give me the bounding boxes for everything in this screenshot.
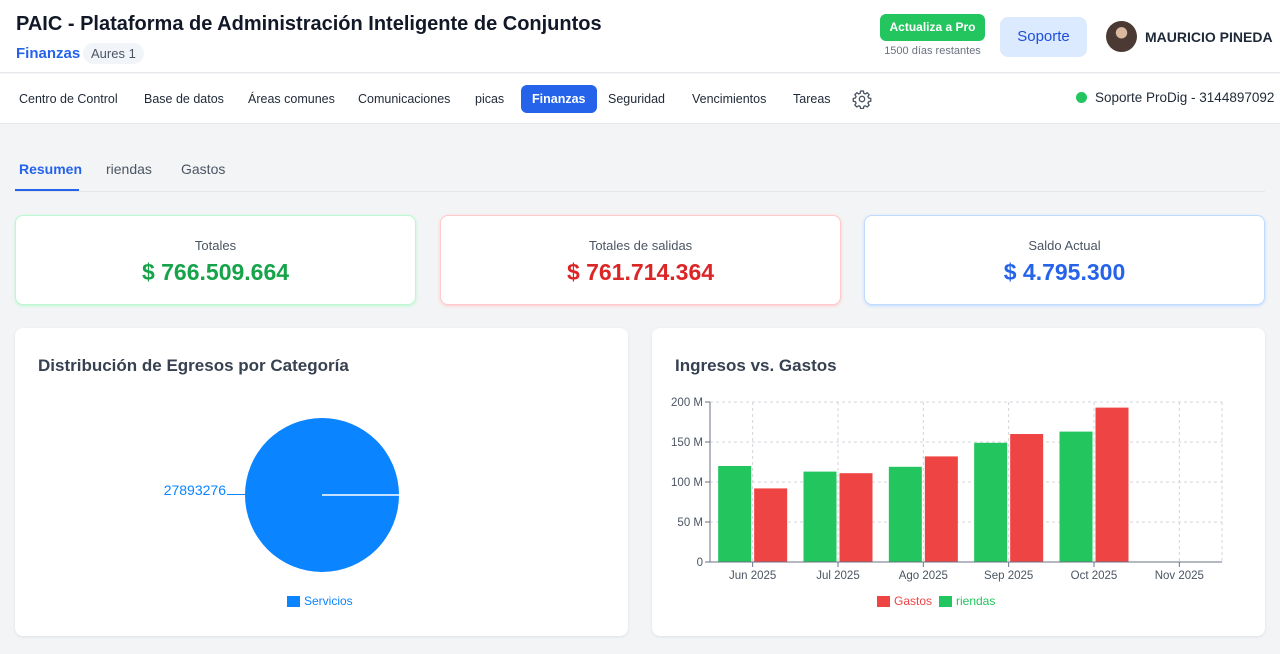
y-tick-label: 200 M — [671, 397, 703, 409]
bar-gastos — [1010, 434, 1044, 562]
chart-title: Distribución de Egresos por Categoría — [38, 356, 349, 375]
legend-swatch — [287, 596, 300, 607]
chart-title: Ingresos vs. Gastos — [675, 356, 837, 375]
stat-label: Totales — [194, 238, 237, 253]
y-tick-label: 100 M — [671, 477, 703, 489]
tab-gastos[interactable]: Gastos — [181, 161, 226, 177]
bar-gastos — [754, 488, 788, 562]
legend-swatch — [877, 596, 890, 607]
legend-label: Gastos — [894, 594, 932, 608]
bar-riendas — [974, 442, 1008, 562]
nav-item-comunicaciones[interactable]: Comunicaciones — [358, 92, 451, 106]
support-contact: Soporte ProDig - 3144897092 — [1076, 90, 1274, 105]
stat-value: $ 761.714.364 — [566, 259, 715, 285]
module-name: Finanzas — [16, 45, 81, 62]
bar-gastos — [1095, 407, 1129, 562]
complex-badge[interactable]: Aures 1 — [83, 43, 144, 64]
active-tab-indicator — [15, 189, 79, 191]
nav-item-vencimientos[interactable]: Vencimientos — [692, 92, 767, 106]
bar-gastos — [924, 456, 958, 562]
x-tick-label: Nov 2025 — [1155, 570, 1204, 582]
nav-item-base-de-datos[interactable]: Base de datos — [144, 92, 224, 106]
stat-card-saldo: Saldo Actual $ 4.795.300 — [864, 215, 1265, 305]
days-remaining-text: 1500 días restantes — [884, 45, 981, 57]
pie-chart: 27893276 Servicios — [164, 418, 399, 608]
app-header: PAIC - Plataforma de Administración Inte… — [0, 0, 1280, 73]
x-tick-label: Jun 2025 — [729, 570, 776, 582]
bar-riendas — [1059, 431, 1093, 562]
nav-item-seguridad[interactable]: Seguridad — [608, 92, 665, 106]
pie-data-label: 27893276 — [164, 482, 227, 498]
bar-chart-card: Ingresos vs. Gastos 0 50 M 100 M 150 M 200 M… — [652, 328, 1265, 636]
y-tick-label: 50 M — [677, 517, 703, 529]
y-tick-label: 150 M — [671, 437, 703, 449]
bar-riendas — [888, 466, 922, 562]
tab-resumen[interactable]: Resumen — [19, 161, 83, 177]
subtabs-divider — [15, 191, 1265, 192]
stat-label: Totales de salidas — [588, 238, 693, 253]
support-button[interactable]: Soporte — [1000, 17, 1087, 57]
legend-label: Servicios — [304, 594, 353, 608]
stat-value: $ 766.509.664 — [141, 259, 290, 285]
online-status-dot — [1076, 92, 1087, 103]
avatar[interactable] — [1106, 21, 1137, 52]
x-tick-label: Oct 2025 — [1071, 570, 1118, 582]
x-tick-label: Sep 2025 — [984, 570, 1033, 582]
nav-item-tareas[interactable]: Tareas — [793, 92, 831, 106]
nav-item-areas-comunes[interactable]: Áreas comunes — [248, 92, 335, 106]
x-tick-label: Jul 2025 — [816, 570, 859, 582]
pie-chart-card: Distribución de Egresos por Categoría 27… — [15, 328, 628, 636]
support-contact-text: Soporte ProDig - 3144897092 — [1095, 90, 1275, 105]
legend-swatch — [939, 596, 952, 607]
legend-label: riendas — [956, 594, 995, 608]
x-tick-label: Ago 2025 — [899, 570, 948, 582]
stat-label: Saldo Actual — [1028, 238, 1101, 253]
user-name[interactable]: MAURICIO PINEDA — [1145, 29, 1273, 45]
tab-riendas[interactable]: riendas — [106, 161, 152, 177]
bar-chart: 0 50 M 100 M 150 M 200 M Jun 2025 Jul 2025 Ago … — [671, 397, 1223, 608]
stat-card-salidas: Totales de salidas $ 761.714.364 — [440, 215, 841, 305]
stat-value: $ 4.795.300 — [1003, 259, 1126, 285]
bar-riendas — [803, 471, 837, 562]
main-nav: Centro de Control Base de datos Áreas co… — [0, 74, 1280, 124]
nav-item-finanzas[interactable]: Finanzas — [521, 85, 597, 113]
nav-item-picas[interactable]: picas — [475, 92, 505, 106]
stat-card-totales: Totales $ 766.509.664 — [15, 215, 416, 305]
gear-icon[interactable] — [852, 89, 872, 109]
bar-gastos — [839, 473, 873, 562]
bar-riendas — [718, 466, 752, 562]
nav-item-centro-de-control[interactable]: Centro de Control — [19, 92, 118, 106]
y-tick-label: 0 — [697, 557, 703, 569]
app-title: PAIC - Plataforma de Administración Inte… — [16, 13, 602, 35]
upgrade-pro-button[interactable]: Actualiza a Pro — [880, 14, 985, 41]
